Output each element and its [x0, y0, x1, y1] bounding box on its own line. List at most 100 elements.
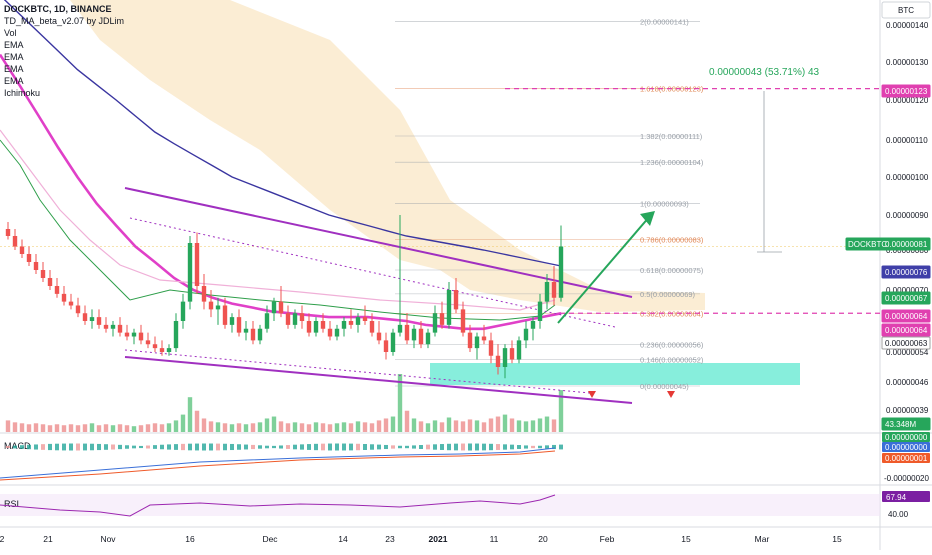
macd-histogram-bar — [552, 444, 556, 450]
time-tick: Feb — [600, 534, 615, 544]
candle-body — [474, 336, 480, 349]
candle-body — [376, 332, 382, 341]
indicator-ema-3[interactable]: EMA — [4, 64, 24, 74]
price-tick: 0.00000120 — [886, 96, 929, 105]
candle-body — [180, 301, 186, 321]
rsi-label: RSI — [4, 499, 19, 509]
measure-label: 0.00000043 (53.71%) 43 — [709, 67, 820, 78]
candle-body — [495, 355, 501, 367]
macd-histogram-bar — [377, 444, 381, 450]
arrow-head — [640, 211, 655, 226]
candle-body — [355, 317, 361, 325]
macd-histogram-bar — [27, 444, 31, 450]
price-tick: 0.00000046 — [886, 378, 929, 387]
ichimoku-cloud — [70, 0, 800, 385]
volume-bar — [187, 397, 193, 432]
candle-body — [369, 321, 375, 333]
cloud-band — [70, 0, 705, 312]
macd-histogram-bar — [118, 444, 122, 450]
macd-histogram-bar — [419, 445, 423, 449]
indicator-vol[interactable]: Vol — [4, 28, 17, 38]
volume-bar — [320, 423, 326, 432]
time-axis: 2 21 Nov 16 Dec 14 23 2021 11 20 Feb 15 Mar 15 — [0, 534, 842, 544]
macd-histogram-bar — [412, 445, 416, 449]
candle-body — [68, 301, 74, 306]
macd-histogram-bar — [307, 444, 311, 450]
volume-bar — [362, 422, 368, 432]
volume-bar — [348, 423, 354, 432]
macd-histogram-bar — [146, 445, 150, 449]
candle-body — [33, 262, 39, 270]
volume-bar — [278, 421, 284, 432]
volume-bar — [516, 420, 522, 432]
candle-body — [537, 301, 543, 321]
macd-histogram-bar — [475, 443, 479, 451]
fib-label: 2(0.00000141) — [640, 17, 689, 26]
price-tick: 0.00000054 — [886, 348, 929, 357]
down-arrow — [667, 391, 675, 398]
price-tag: 0.00000076 — [885, 268, 928, 277]
macd-histogram-bar — [293, 444, 297, 450]
candle-body — [166, 348, 172, 352]
price-tick: 0.00000039 — [886, 406, 929, 415]
macd-tag-box — [882, 453, 930, 463]
rsi-tag-box — [882, 491, 930, 502]
macd-histogram-bar — [69, 443, 73, 451]
indicator-ema-2[interactable]: EMA — [4, 52, 24, 62]
volume-bar — [82, 424, 88, 432]
volume-bar — [523, 421, 529, 432]
indicator-td-ma[interactable]: TD_MA_beta_v2.07 by JDLim — [4, 16, 125, 26]
volume-bar — [551, 419, 557, 432]
chart-title[interactable]: DOCKBTC, 1D, BINANCE — [4, 4, 112, 14]
time-tick: 11 — [490, 534, 499, 544]
volume-bar — [68, 424, 74, 432]
candle-body — [502, 348, 508, 367]
support-zone — [430, 363, 800, 385]
candle-body — [341, 321, 347, 329]
volume-bar — [250, 423, 256, 432]
volume-bar — [397, 374, 403, 432]
macd-histogram-bar — [531, 445, 535, 449]
currency-badge: BTC — [898, 6, 914, 15]
volume-bar — [40, 424, 46, 432]
macd-histogram-bar — [209, 443, 213, 451]
macd-histogram-bar — [167, 444, 171, 450]
volume-bar — [488, 418, 494, 432]
projection-arrow — [557, 215, 651, 324]
volume-bar — [285, 423, 291, 432]
candle-body — [271, 301, 277, 314]
volume-bar — [327, 424, 333, 432]
volume-bar — [530, 420, 536, 432]
price-tag: 0.00000063 — [885, 339, 928, 348]
volume-bar — [243, 424, 249, 432]
volume-bar — [236, 423, 242, 432]
macd-histogram-bar — [62, 443, 66, 451]
indicator-ema-4[interactable]: EMA — [4, 76, 24, 86]
volume-bar — [131, 426, 137, 432]
macd-histogram-bar — [41, 444, 45, 450]
indicator-ema-1[interactable]: EMA — [4, 40, 24, 50]
candle-body — [467, 332, 473, 349]
macd-histogram-bar — [244, 444, 248, 450]
macd-tag-box — [882, 432, 930, 442]
volume-bar — [313, 422, 319, 432]
volume-bar — [418, 421, 424, 432]
chart-legend: DOCKBTC, 1D, BINANCE TD_MA_beta_v2.07 by… — [4, 3, 124, 99]
macd-histogram-bar — [111, 444, 115, 450]
price-tag-box — [881, 309, 931, 323]
macd-histogram-bar — [13, 445, 17, 449]
macd-tag: 0.00000000 — [885, 443, 928, 452]
macd-tag-box — [882, 442, 930, 452]
volume-bar — [124, 425, 130, 432]
volume-bar — [306, 424, 312, 432]
candle-body — [425, 332, 431, 345]
volume-bar — [222, 423, 228, 432]
macd-histogram-bar — [48, 443, 52, 451]
macd-histogram-bar — [230, 443, 234, 451]
candle-body — [523, 328, 529, 341]
indicator-ichimoku[interactable]: Ichimoku — [4, 88, 41, 98]
macd-histogram-bar — [223, 443, 227, 451]
candle-body — [544, 282, 550, 302]
volume-bar — [26, 424, 32, 432]
